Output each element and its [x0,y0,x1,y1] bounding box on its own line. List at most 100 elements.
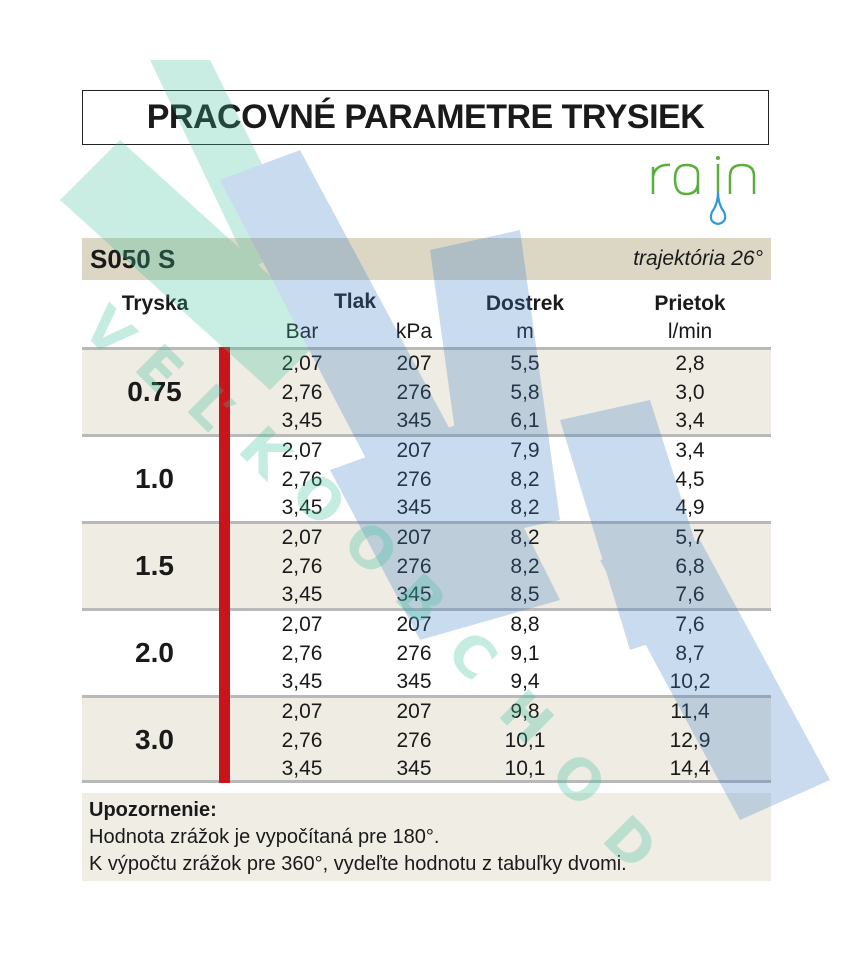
trajectory-label: trajektória 26° [633,247,763,270]
pressure-kpa-cell: 276 [396,554,432,578]
distance-cell: 8,8 [510,613,540,636]
pressure-kpa-cell: 207 [396,526,432,549]
distance-cell: 5,8 [510,380,540,404]
flow-cell: 11,4 [670,700,710,723]
pressure-kpa-cell: 207 [396,613,432,636]
nozzle-size: 0.75 [127,376,182,407]
flow-cell: 4,5 [675,467,705,491]
pressure-kpa-cell: 276 [396,728,432,752]
pressure-kpa-cell: 345 [396,583,432,606]
header-nozzle: Tryska [121,292,189,315]
nozzle-size: 1.0 [135,463,174,494]
model-header-bar: S050 S trajektória 26° [82,238,771,280]
flow-cell: 3,4 [675,439,705,462]
distance-cell: 9,4 [510,670,540,693]
pressure-kpa-cell: 207 [396,700,432,723]
pressure-bar-cell: 2,07 [281,439,323,462]
note-line-2: K výpočtu zrážok pre 360°, vydeľte hodno… [89,853,627,875]
pressure-bar-cell: 2,76 [281,380,323,404]
nozzle-group: 0.75 2,07 207 5,5 2,8 2,76 276 5,8 3,0 3,45 345 6,1… [82,347,771,434]
table-row: 2,76 276 9,1 8,7 [82,639,771,668]
flow-cell: 4,9 [675,496,705,519]
red-accent-bar [219,347,230,783]
note-box: Upozornenie: Hodnota zrážok je vypočítan… [82,793,771,881]
distance-cell: 8,2 [510,554,540,578]
pressure-bar-cell: 3,45 [281,409,323,432]
pressure-kpa-cell: 276 [396,641,432,665]
nozzle-group: 2.0 2,07 207 8,8 7,6 2,76 276 9,1 8,7 3,45 345 9,4 1… [82,608,771,695]
nozzle-group: 1.0 2,07 207 7,9 3,4 2,76 276 8,2 4,5 3,45 345 8,2 4… [82,434,771,521]
nozzle-group: 3.0 2,07 207 9,8 11,4 2,76 276 10,1 12,9 3,45 345 1… [82,695,771,782]
distance-cell: 7,9 [510,439,540,462]
flow-cell: 8,7 [675,641,705,665]
pressure-kpa-cell: 207 [396,352,432,375]
flow-cell: 7,6 [675,583,705,606]
flow-cell: 2,8 [675,352,705,375]
unit-bar: Bar [285,320,319,343]
table-row: 2,07 207 8,8 7,6 [82,610,771,639]
table-row: 2,76 276 5,8 3,0 [82,378,771,407]
table-bottom-divider [82,780,771,783]
distance-cell: 8,5 [510,583,540,606]
pressure-bar-cell: 2,76 [281,641,323,665]
flow-cell: 14,4 [669,757,711,780]
pressure-bar-cell: 2,07 [281,526,323,549]
pressure-bar-cell: 3,45 [281,496,323,519]
pressure-kpa-cell: 345 [396,670,432,693]
table-row: 2,76 276 10,1 12,9 [82,726,771,755]
unit-distance: m [516,320,534,343]
pressure-kpa-cell: 345 [396,757,432,780]
unit-flow: l/min [667,320,713,343]
pressure-kpa-cell: 345 [396,409,432,432]
pressure-kpa-cell: 276 [396,467,432,491]
distance-cell: 8,2 [510,467,540,491]
flow-cell: 3,0 [675,380,705,404]
distance-cell: 9,1 [510,641,540,665]
distance-cell: 10,1 [504,728,546,752]
pressure-bar-cell: 3,45 [281,670,323,693]
pressure-bar-cell: 3,45 [281,583,323,606]
flow-cell: 10,2 [669,670,711,693]
pressure-bar-cell: 2,76 [281,467,323,491]
page-title: PRACOVNÉ PARAMETRE TRYSIEK [82,90,769,145]
table-row: 3,45 345 6,1 3,4 [82,406,771,435]
distance-cell: 5,5 [510,352,540,375]
pressure-kpa-cell: 276 [396,380,432,404]
pressure-bar-cell: 2,76 [281,728,323,752]
table-row: 2,07 207 9,8 11,4 [82,697,771,726]
table-row: 3,45 345 10,1 14,4 [82,754,771,783]
nozzle-size: 1.5 [135,550,174,581]
table-row: 2,07 207 5,5 2,8 [82,349,771,378]
header-distance: Dostrek [485,292,565,315]
unit-kpa: kPa [395,320,433,343]
pressure-kpa-cell: 345 [396,496,432,519]
flow-cell: 7,6 [675,613,705,636]
model-name: S050 S [90,243,176,274]
rain-logo [651,156,756,226]
distance-cell: 9,8 [510,700,540,723]
nozzle-size: 2.0 [135,637,174,668]
table-row: 3,45 345 8,2 4,9 [82,493,771,522]
flow-cell: 6,8 [675,554,705,578]
table-row: 3,45 345 9,4 10,2 [82,667,771,696]
distance-cell: 8,2 [510,526,540,549]
table-row: 2,07 207 8,2 5,7 [82,523,771,552]
pressure-bar-cell: 2,76 [281,554,323,578]
header-flow: Prietok [654,292,726,315]
note-title: Upozornenie: [89,799,217,821]
pressure-bar-cell: 2,07 [281,352,323,375]
pressure-bar-cell: 2,07 [281,700,323,723]
nozzle-size: 3.0 [135,724,174,755]
distance-cell: 10,1 [504,757,546,780]
note-line-1: Hodnota zrážok je vypočítaná pre 180°. [89,826,440,848]
distance-cell: 6,1 [510,409,540,432]
table-row: 2,76 276 8,2 4,5 [82,465,771,494]
pressure-kpa-cell: 207 [396,439,432,462]
pressure-bar-cell: 2,07 [281,613,323,636]
table-row: 2,76 276 8,2 6,8 [82,552,771,581]
table-row: 2,07 207 7,9 3,4 [82,436,771,465]
flow-cell: 3,4 [675,409,705,432]
distance-cell: 8,2 [510,496,540,519]
header-pressure: Tlak [333,290,377,313]
flow-cell: 12,9 [669,728,711,752]
